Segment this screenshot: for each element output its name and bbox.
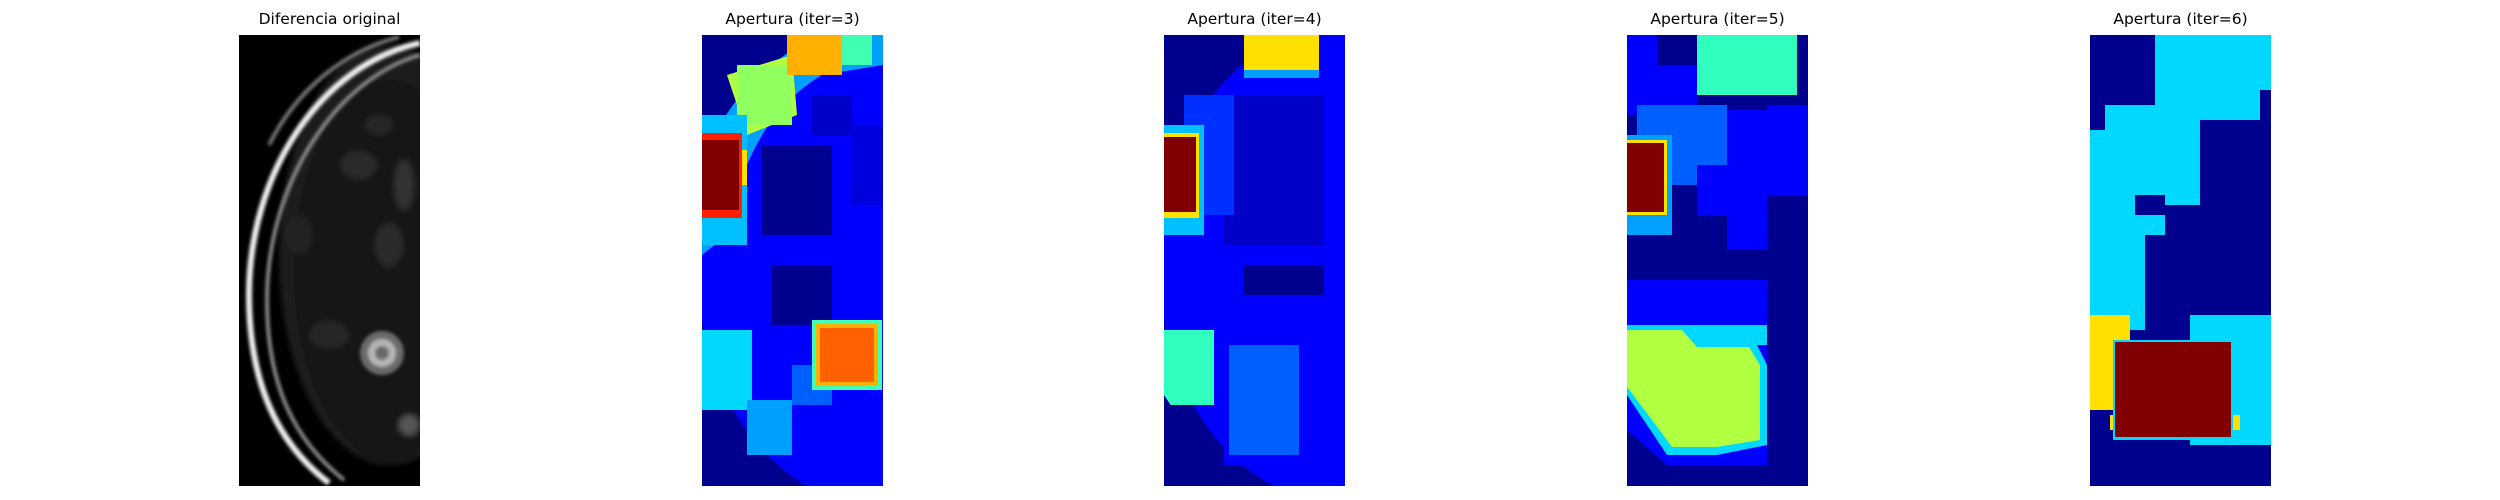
panel-iter-3: Apertura (iter=3) (702, 0, 883, 500)
original-difference-image (239, 35, 420, 486)
panel-title: Apertura (iter=4) (1187, 10, 1322, 28)
panel-iter-4: Apertura (iter=4) (1164, 0, 1345, 500)
panel-title: Apertura (iter=6) (2113, 10, 2248, 28)
panel-iter-6: Apertura (iter=6) (2090, 0, 2271, 500)
opening-iter-4-image (1164, 35, 1345, 486)
opening-iter-6-image (2090, 35, 2271, 486)
opening-iter-3-image (702, 35, 883, 486)
panel-iter-5: Apertura (iter=5) (1627, 0, 1808, 500)
panel-title: Diferencia original (258, 10, 401, 28)
panel-original: Diferencia original (239, 0, 420, 500)
opening-iter-5-image (1627, 35, 1808, 486)
panel-title: Apertura (iter=5) (1650, 10, 1785, 28)
panel-title: Apertura (iter=3) (725, 10, 860, 28)
